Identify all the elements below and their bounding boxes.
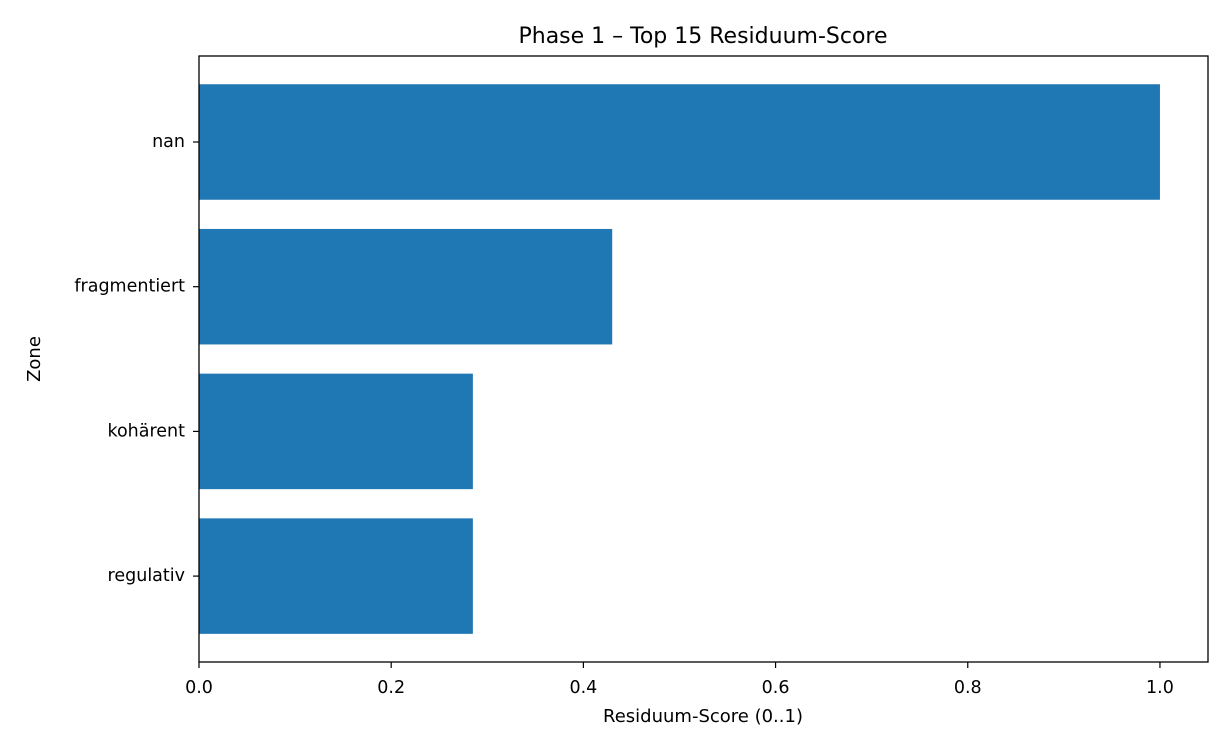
bar [199, 518, 473, 634]
bar [199, 84, 1160, 200]
x-tick-label: 0.2 [377, 678, 405, 698]
plot-frame [198, 55, 1209, 663]
y-tick-label: nan [152, 132, 185, 152]
y-tick-label: regulativ [108, 566, 185, 586]
y-tick-label: fragmentiert [74, 277, 185, 297]
y-tick-label: kohärent [107, 421, 185, 441]
x-tick-label: 0.6 [762, 678, 790, 698]
x-tick-label: 0.4 [569, 678, 597, 698]
y-axis-label: Zone [24, 336, 45, 382]
bars-layer [199, 84, 1160, 634]
bar [199, 228, 613, 345]
x-axis-label: Residuum-Score (0..1) [603, 706, 803, 727]
chart-title: Phase 1 – Top 15 Residuum-Score [518, 24, 887, 49]
x-tick-label: 1.0 [1146, 678, 1174, 698]
x-tick-label: 0.0 [185, 678, 213, 698]
bar [199, 373, 473, 490]
x-tick-label: 0.8 [954, 678, 982, 698]
axes-layer: nan fragmentiert kohärent regulativ 0.0 0.2 0.… [74, 132, 1174, 698]
